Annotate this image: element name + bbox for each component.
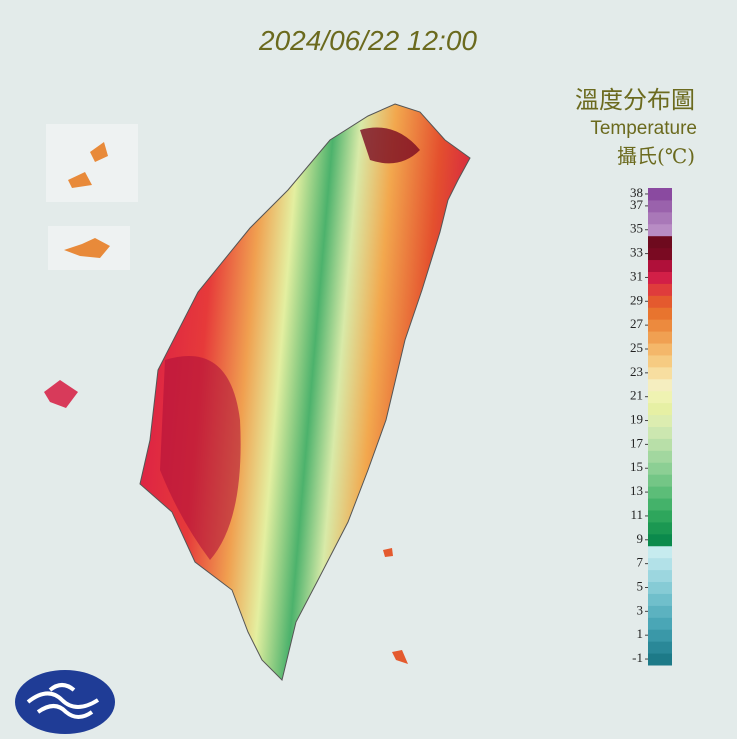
color-bin	[648, 343, 672, 356]
tick-label: 1	[637, 626, 644, 641]
tick-label: 15	[630, 459, 643, 474]
legend-unit: 攝氏(℃)	[617, 144, 695, 168]
color-bin	[648, 581, 672, 594]
color-bin	[648, 331, 672, 344]
island	[44, 380, 78, 408]
tick-label: 17	[630, 435, 644, 450]
color-bin	[648, 569, 672, 583]
color-bin	[648, 402, 672, 416]
color-bin	[648, 450, 672, 463]
tick-label: 35	[630, 221, 643, 236]
color-bin	[648, 188, 672, 201]
tick-label: 7	[637, 555, 644, 570]
tick-label: 5	[637, 578, 644, 593]
color-bin	[648, 617, 672, 630]
color-bin	[648, 498, 672, 511]
color-bin	[648, 629, 672, 642]
tick-label: 33	[630, 245, 643, 260]
color-bin	[648, 366, 672, 380]
color-bin	[648, 283, 672, 296]
color-bin	[648, 354, 672, 368]
color-bin	[648, 378, 672, 392]
tick-label: 25	[630, 340, 643, 355]
color-bin	[648, 247, 672, 261]
color-bin	[648, 533, 672, 547]
color-bin	[648, 414, 672, 427]
color-bin	[648, 259, 672, 272]
tick-label: 29	[630, 292, 643, 307]
color-bin	[648, 199, 672, 213]
tick-label: 21	[630, 388, 643, 403]
color-bin	[648, 557, 672, 571]
tick-label: -1	[632, 650, 643, 665]
color-bin	[648, 390, 672, 404]
tick-label: 19	[630, 412, 643, 427]
color-bin	[648, 593, 672, 606]
tick-label: 31	[630, 268, 643, 283]
inset-box	[46, 124, 138, 202]
tick-label: 9	[637, 531, 644, 546]
color-bin	[648, 235, 672, 249]
color-bin	[648, 653, 672, 666]
color-bin	[648, 319, 672, 332]
tick-label: 37	[630, 197, 644, 212]
hot-area	[360, 127, 420, 164]
map-title: 2024/06/22 12:00	[258, 25, 477, 56]
color-bin	[648, 295, 672, 308]
color-bin	[648, 462, 672, 475]
color-bin	[648, 474, 672, 487]
tick-label: 38	[630, 185, 643, 200]
island	[68, 142, 108, 188]
hot-area	[160, 356, 241, 560]
color-bin	[648, 223, 672, 237]
island	[64, 238, 110, 258]
tick-label: 3	[637, 602, 644, 617]
color-bin	[648, 605, 672, 618]
color-bin	[648, 426, 672, 439]
tick-label: 27	[630, 316, 644, 331]
tick-label: 13	[630, 483, 643, 498]
color-bin	[648, 307, 672, 320]
color-bin	[648, 641, 672, 654]
logo-swirl	[26, 683, 100, 719]
color-bin	[648, 271, 672, 284]
legend-title: 溫度分布圖	[575, 86, 695, 114]
color-bin	[648, 438, 672, 451]
color-bin	[648, 211, 672, 225]
tick-label: 11	[630, 507, 643, 522]
color-bin	[648, 509, 672, 523]
color-bin	[648, 521, 672, 535]
color-bin	[648, 486, 672, 499]
color-bin	[648, 545, 672, 559]
legend-subtitle: Temperature	[590, 118, 697, 139]
tick-label: 23	[630, 364, 643, 379]
